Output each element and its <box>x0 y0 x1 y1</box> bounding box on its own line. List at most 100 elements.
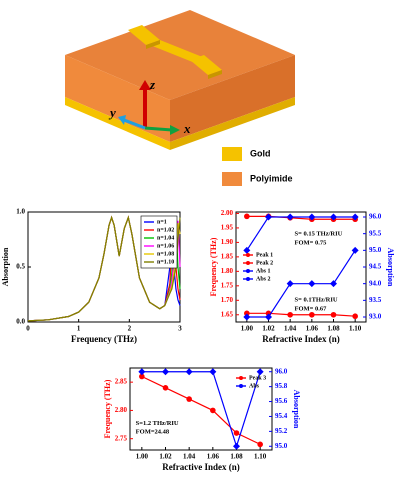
legend-label: n=1.02 <box>157 227 174 233</box>
series-line <box>141 371 261 449</box>
y2-tick-label: 96.0 <box>275 367 288 375</box>
annotation: S=1.2 THz/RIU <box>136 420 179 427</box>
marker <box>233 442 240 450</box>
legend-label: Peak 1 <box>256 252 273 258</box>
y2-axis-label: Absorption <box>292 390 301 429</box>
x-arrow <box>144 126 173 132</box>
y-arrow-head <box>118 115 126 125</box>
x-tick-label: 1.06 <box>306 325 319 333</box>
y-tick-label: 2.85 <box>115 378 128 386</box>
y-tick-label: 1.0 <box>16 208 25 216</box>
marker <box>186 396 192 402</box>
marker <box>244 213 250 220</box>
x-tick-label: 0 <box>26 325 30 333</box>
y-arrow <box>123 118 146 130</box>
y-tick-label: 1.80 <box>221 267 234 275</box>
legend-marker <box>246 277 250 281</box>
x-tick-label: 1.10 <box>254 453 267 461</box>
x-tick-label: 1.06 <box>207 453 220 461</box>
y2-tick-label: 96.0 <box>369 213 382 221</box>
marker <box>287 311 293 318</box>
legend-label: n=1.08 <box>157 251 174 257</box>
axis-label: x <box>183 121 191 136</box>
y-tick-label: 1.70 <box>221 296 234 304</box>
x-axis-label: Refractive Index (n) <box>262 334 339 344</box>
y-tick-label: 1.95 <box>221 224 234 232</box>
legend-label: n=1 <box>157 219 167 225</box>
y2-tick-label: 95.6 <box>275 397 288 405</box>
y2-tick-label: 95.4 <box>275 412 288 420</box>
marker <box>308 213 316 221</box>
structure-diagram: z y x Gold Polyimide <box>65 10 295 186</box>
y2-tick-label: 95.8 <box>275 382 288 390</box>
legend-label: Peak 2 <box>256 260 273 266</box>
gold-right <box>170 97 295 150</box>
annotation: FOM= 0.67 <box>295 305 328 312</box>
y-axis-label: Frequency (THz) <box>209 237 218 296</box>
chart: 1.00 1.02 1.04 1.06 1.08 1.10 2.75 2.80 2.85 95.0… <box>103 367 301 472</box>
legend-marker <box>239 376 243 380</box>
marker <box>185 368 193 376</box>
x-tick-label: 1.10 <box>349 325 362 333</box>
marker <box>308 280 316 288</box>
y-axis-label: Absorption <box>1 247 10 286</box>
x-tick-label: 1.00 <box>241 325 254 333</box>
h-edge <box>146 40 160 49</box>
marker <box>265 313 272 321</box>
marker <box>330 280 337 288</box>
marker <box>352 313 358 320</box>
h-bar-left <box>128 25 160 45</box>
annotation: S= 0.15 THz/RIU <box>295 230 343 237</box>
legend-marker <box>246 269 250 273</box>
y-tick-label: 0.0 <box>16 318 25 326</box>
y-tick-label: 2.80 <box>115 406 128 414</box>
y2-tick-label: 93.0 <box>369 313 382 321</box>
y-tick-label: 2.75 <box>115 434 128 442</box>
axis-label: y <box>108 105 116 120</box>
legend-label: Abs 1 <box>256 268 271 274</box>
y2-tick-label: 95.0 <box>275 442 288 450</box>
x-tick-label: 1.08 <box>230 453 243 461</box>
legend-swatch <box>222 172 242 186</box>
h-bar-middle <box>150 40 205 63</box>
marker <box>256 368 264 376</box>
x-arrow-head <box>170 125 180 135</box>
plot-frame <box>129 367 273 451</box>
marker <box>257 441 263 448</box>
legend-label: n=1.10 <box>157 259 174 265</box>
y-tick-label: 2.00 <box>221 209 234 217</box>
marker <box>309 311 315 318</box>
chart: 1.00 1.02 1.04 1.06 1.08 1.10 1.65 1.70 1.75 1.80… <box>209 209 395 344</box>
marker <box>243 313 251 321</box>
x-tick-label: 1.00 <box>136 453 149 461</box>
x-tick-label: 1.08 <box>327 325 340 333</box>
x-axis-label: Refractive Index (n) <box>162 462 239 472</box>
marker <box>209 368 217 376</box>
series-line <box>246 215 356 220</box>
legend-label: Abs 2 <box>256 276 271 282</box>
marker <box>210 407 216 414</box>
legend-label: Polyimide <box>250 173 293 183</box>
y2-axis-label: Absorption <box>386 248 395 287</box>
y2-tick-label: 93.5 <box>369 296 382 304</box>
annotation: S= 0.1THz/RIU <box>295 296 338 303</box>
right-face <box>170 55 295 142</box>
x-tick-label: 3 <box>178 325 182 333</box>
h-edge <box>208 70 222 79</box>
legend-label: n=1.04 <box>157 235 174 241</box>
axis-label: z <box>149 77 156 92</box>
marker <box>286 213 294 221</box>
series-line <box>246 250 356 318</box>
x-axis-label: Frequency (THz) <box>71 334 137 344</box>
legend-marker <box>239 384 243 388</box>
series-line <box>246 216 356 251</box>
annotation: FOM=24.48 <box>136 428 170 435</box>
x-tick-label: 2 <box>128 325 132 333</box>
marker <box>265 213 272 221</box>
marker <box>330 311 337 318</box>
y2-tick-label: 95.2 <box>275 427 288 435</box>
marker <box>244 310 250 317</box>
z-arrow-head <box>139 80 151 90</box>
marker <box>139 373 145 380</box>
